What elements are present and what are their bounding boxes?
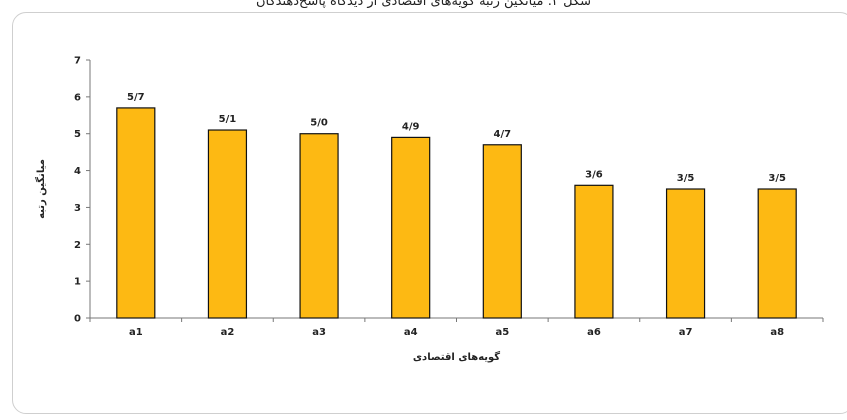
x-tick-label-a8: a8 — [770, 327, 784, 338]
y-tick-label: 6 — [74, 92, 81, 103]
data-label-a6: 3/6 — [585, 169, 603, 180]
y-tick-label: 3 — [74, 203, 81, 214]
bar-a3 — [299, 133, 339, 319]
data-label-a2: 5/1 — [219, 114, 237, 125]
y-tick-label: 1 — [74, 277, 81, 288]
bar-a1 — [116, 107, 156, 319]
y-axis-title: میانگین رتبه — [34, 159, 47, 219]
data-label-a1: 5/7 — [127, 92, 145, 103]
y-tick-label: 7 — [74, 56, 81, 67]
bar-a7 — [665, 188, 706, 319]
bar-a4 — [391, 136, 431, 319]
bar-a2 — [207, 129, 248, 319]
data-label-a5: 4/7 — [494, 129, 512, 140]
data-labels-group: 5/7 5/1 5/0 4/9 4/7 3/6 3/5 3/5 — [127, 92, 786, 184]
x-tick-label-a4: a4 — [404, 327, 418, 338]
x-tick-label-a1: a1 — [129, 327, 143, 338]
x-tick-label-a2: a2 — [221, 327, 235, 338]
x-tick-label-a3: a3 — [312, 327, 326, 338]
x-tick-label-a6: a6 — [587, 327, 601, 338]
x-tick-label-a7: a7 — [679, 327, 693, 338]
y-tick-label: 0 — [74, 314, 81, 325]
bar-a8 — [757, 188, 797, 319]
y-tick-label: 2 — [74, 240, 81, 251]
data-label-a7: 3/5 — [677, 173, 695, 184]
y-tick-label: 4 — [74, 166, 81, 177]
figure-caption: شکل ۴: میانگین رتبه گویه‌های اقتصادی از … — [255, 0, 592, 9]
y-tick-label: 5 — [74, 129, 81, 140]
bars-group — [116, 107, 797, 319]
x-axis-title: گویه‌های اقتصادی — [413, 350, 500, 363]
bar-a5 — [482, 144, 522, 319]
axes: 0 1 2 3 4 5 6 7 a1 a2 a3 a4 a5 a6 a7 a8 — [74, 56, 824, 338]
data-label-a8: 3/5 — [768, 173, 786, 184]
x-tick-label-a5: a5 — [495, 327, 509, 338]
data-label-a4: 4/9 — [402, 121, 420, 132]
bar-a6 — [574, 184, 614, 319]
data-label-a3: 5/0 — [310, 118, 328, 129]
